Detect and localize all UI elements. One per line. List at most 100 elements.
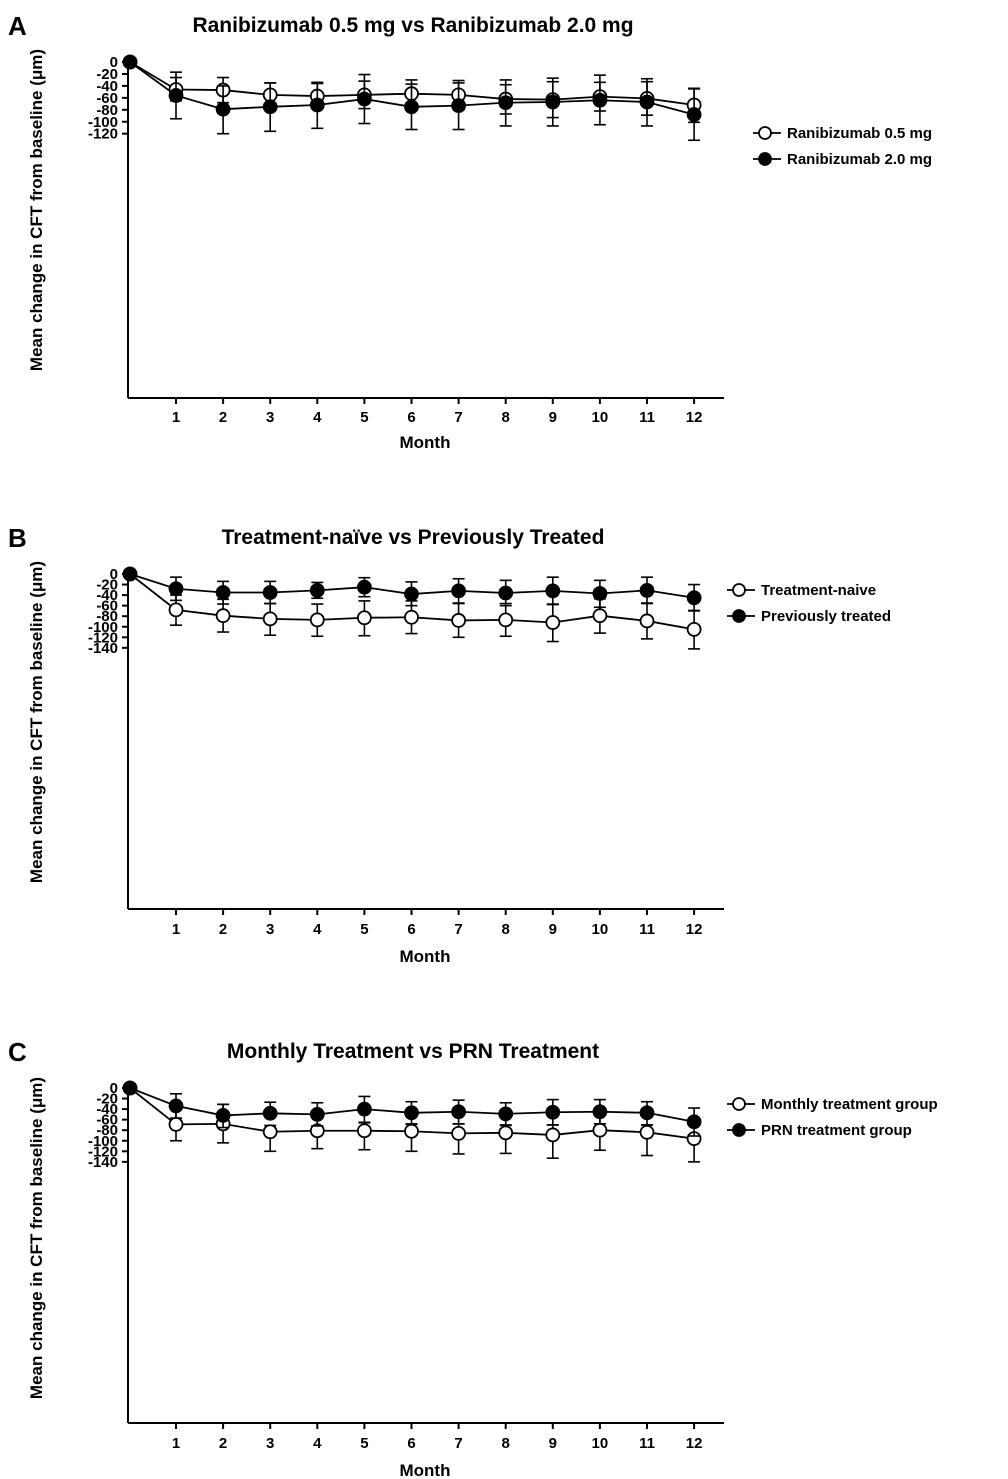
x-tick-label: 1 — [172, 409, 180, 426]
x-tick-label: 12 — [686, 409, 703, 426]
y-axis-label: Mean change in CFT from baseline (μm) — [27, 49, 46, 371]
data-point — [686, 1114, 702, 1130]
data-point — [451, 613, 467, 628]
data-point — [215, 608, 231, 624]
y-tick-label: -40 — [96, 1101, 118, 1118]
series-filled — [122, 566, 702, 612]
x-tick-label: 10 — [592, 921, 609, 938]
x-tick-label: 8 — [502, 921, 510, 938]
chart-panel-c: C Monthly Treatment vs PRN Treatment0-20-… — [8, 1037, 938, 1479]
x-tick-label: 2 — [219, 1435, 227, 1452]
x-tick-label: 4 — [313, 1435, 322, 1452]
x-tick-label: 8 — [502, 409, 510, 426]
y-tick-label: 0 — [110, 566, 118, 583]
panel-letter: B — [8, 523, 27, 553]
y-tick-label: -120 — [88, 126, 118, 143]
x-axis-label: Month — [400, 947, 451, 966]
data-point — [168, 602, 184, 618]
series-filled — [122, 1080, 702, 1137]
data-point — [215, 1108, 231, 1123]
legend-label: Monthly treatment group — [761, 1096, 938, 1113]
data-point — [122, 1080, 138, 1096]
series-filled — [122, 54, 702, 142]
data-point — [404, 1105, 419, 1121]
data-point — [309, 1106, 325, 1122]
x-tick-label: 5 — [360, 921, 368, 938]
data-point — [451, 1104, 467, 1120]
data-point — [168, 581, 184, 597]
y-tick-label: -40 — [96, 78, 118, 95]
data-point — [168, 1098, 184, 1114]
data-point — [686, 107, 702, 122]
data-point — [356, 579, 372, 595]
data-point — [545, 583, 561, 599]
x-tick-label: 6 — [407, 409, 415, 426]
x-tick-label: 7 — [454, 409, 462, 426]
data-point — [639, 1124, 655, 1140]
y-tick-label: -100 — [88, 114, 118, 131]
x-tick-label: 2 — [219, 409, 227, 426]
y-tick-label: -20 — [96, 66, 118, 83]
data-point — [309, 97, 325, 113]
data-point — [451, 1125, 467, 1141]
data-point — [639, 94, 655, 110]
y-tick-label: -120 — [88, 1143, 118, 1160]
data-point — [592, 1122, 608, 1138]
legend-marker — [732, 609, 746, 623]
x-tick-label: 5 — [360, 1435, 368, 1452]
x-tick-label: 7 — [454, 921, 462, 938]
chart-panel-a: A Ranibizumab 0.5 mg vs Ranibizumab 2.0 m… — [8, 11, 932, 452]
data-point — [262, 1105, 278, 1121]
data-point — [451, 98, 467, 114]
y-tick-label: 0 — [110, 1080, 118, 1097]
data-point — [545, 1104, 561, 1120]
x-tick-label: 2 — [219, 921, 227, 938]
data-point — [356, 610, 372, 626]
y-tick-label: -40 — [96, 587, 118, 604]
y-tick-label: -60 — [96, 90, 118, 107]
y-tick-label: -60 — [96, 1112, 118, 1129]
legend-marker — [732, 1123, 746, 1137]
x-tick-label: 1 — [172, 921, 180, 938]
x-tick-label: 4 — [313, 921, 322, 938]
data-point — [686, 621, 702, 637]
panel-letter: C — [8, 1037, 27, 1067]
data-point — [545, 94, 561, 110]
legend-label: Treatment-naive — [761, 582, 876, 599]
data-point — [262, 611, 278, 627]
data-point — [356, 1123, 372, 1139]
x-tick-label: 9 — [549, 1435, 557, 1452]
x-tick-label: 10 — [592, 1435, 609, 1452]
data-point — [122, 54, 138, 70]
data-point — [592, 92, 608, 108]
x-tick-label: 11 — [639, 921, 655, 938]
data-point — [639, 582, 655, 598]
legend-marker — [732, 583, 746, 597]
x-tick-label: 12 — [686, 921, 703, 938]
data-point — [356, 91, 372, 107]
x-tick-label: 11 — [639, 409, 655, 426]
x-tick-label: 5 — [360, 409, 368, 426]
legend-marker — [758, 126, 772, 140]
data-point — [168, 88, 184, 103]
data-point — [404, 1123, 419, 1139]
data-point — [639, 1105, 655, 1121]
y-tick-label: -20 — [96, 577, 118, 594]
y-tick-label: -80 — [96, 102, 118, 119]
legend-label: PRN treatment group — [761, 1122, 912, 1139]
data-point — [309, 582, 325, 598]
chart-panel-b: B Treatment-naïve vs Previously Treated0-… — [8, 523, 891, 966]
y-tick-label: -100 — [88, 1133, 118, 1150]
x-tick-label: 6 — [407, 1435, 415, 1452]
data-point — [404, 99, 419, 115]
data-point — [498, 1106, 514, 1122]
x-tick-label: 3 — [266, 921, 274, 938]
legend-marker — [732, 1097, 746, 1111]
legend-marker — [758, 152, 772, 166]
y-tick-label: -120 — [88, 629, 118, 646]
y-tick-label: -80 — [96, 608, 118, 625]
x-tick-label: 6 — [407, 921, 415, 938]
x-axis-label: Month — [400, 433, 451, 452]
data-point — [545, 1127, 561, 1143]
